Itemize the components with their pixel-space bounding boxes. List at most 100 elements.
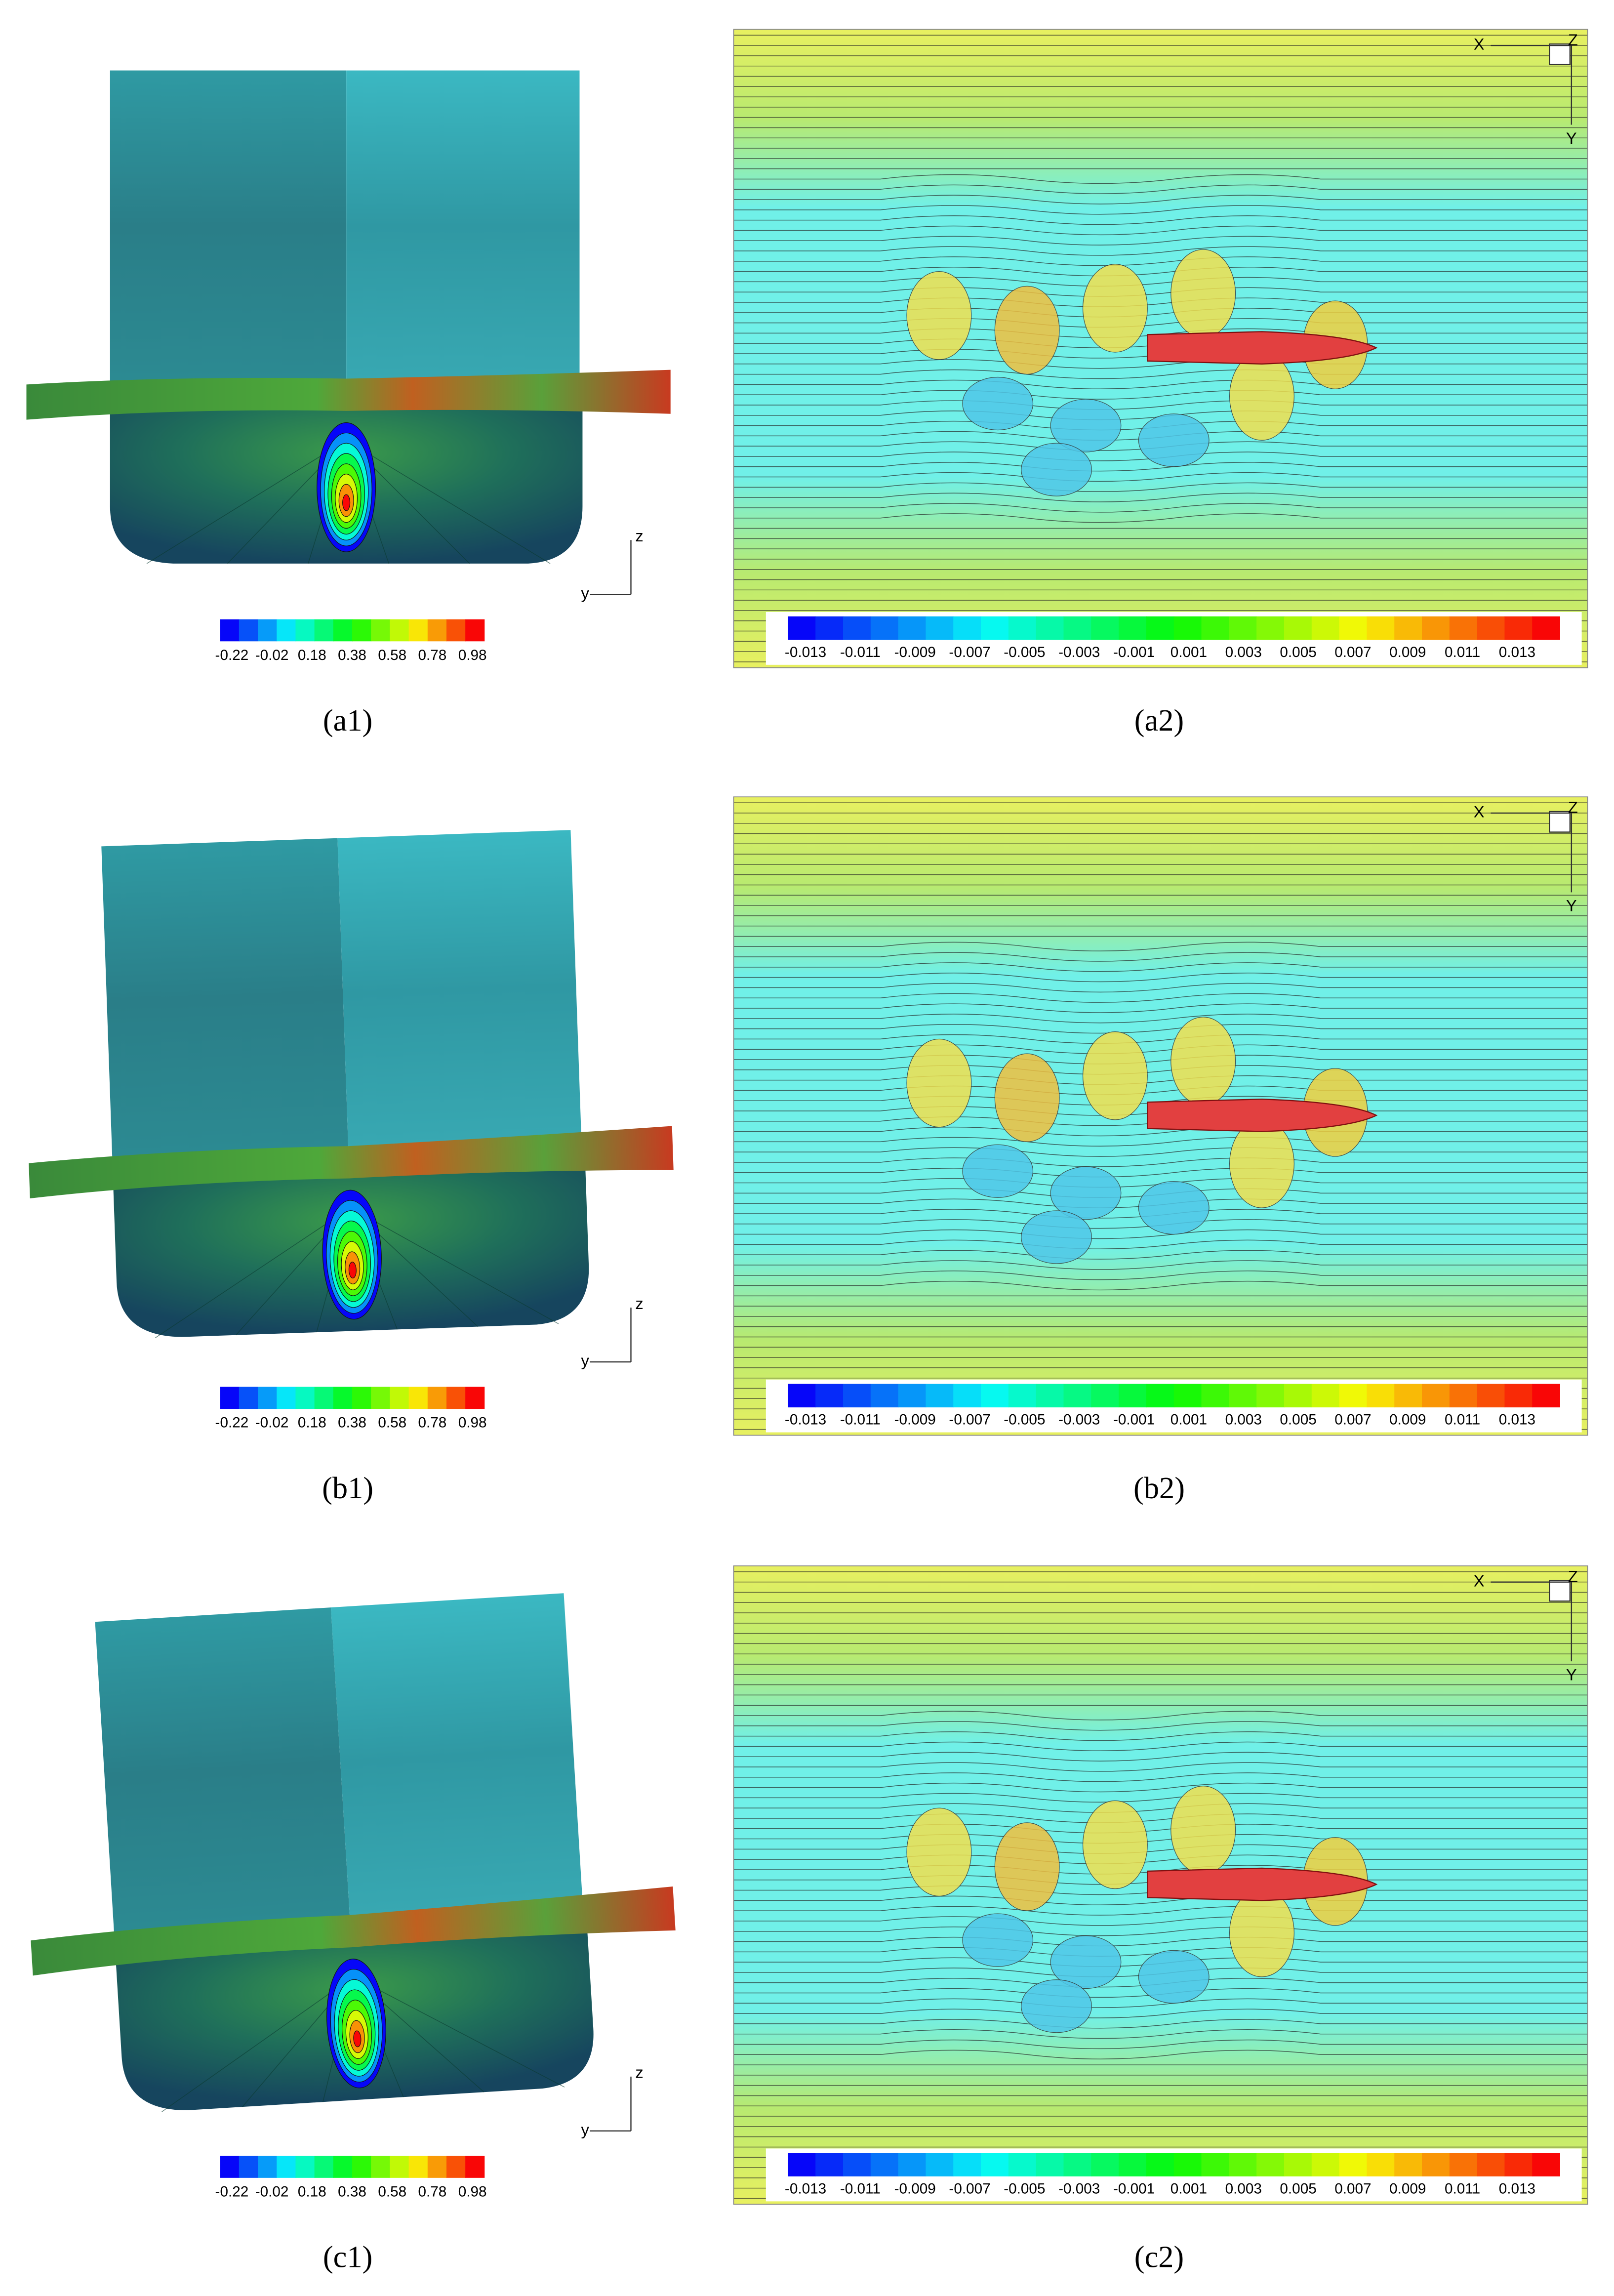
panel-frame: [733, 796, 1588, 1436]
colorbar-segment: [1339, 2153, 1368, 2176]
colorbar-segment: [333, 1387, 353, 1409]
colorbar-label: -0.009: [894, 2180, 936, 2197]
wave-crest: [994, 286, 1060, 375]
colorbar-label: 0.18: [298, 647, 326, 663]
colorbar-label: -0.003: [1058, 1412, 1100, 1428]
axis-label: Z: [1568, 798, 1578, 817]
contour-line: [733, 205, 1588, 215]
colorbar-segment: [1339, 1384, 1368, 1408]
colorbar-label: 0.007: [1334, 644, 1371, 660]
colorbar-label: -0.013: [785, 1412, 826, 1428]
wave-trough: [1050, 1935, 1122, 1989]
colorbar-label: 0.78: [418, 1415, 447, 1431]
hull-view: [31, 1593, 676, 2112]
colorbar-segment: [1367, 2153, 1395, 2176]
colorbar-label: -0.001: [1113, 2180, 1155, 2197]
contour-line: [733, 2019, 1588, 2029]
contour-line: [733, 952, 1588, 962]
contour-line: [733, 1998, 1588, 2008]
axis-label: Y: [1566, 1665, 1577, 1683]
colorbar-label: 0.013: [1499, 644, 1535, 660]
colorbar-segment: [220, 1387, 240, 1409]
contour-line: [733, 942, 1588, 951]
colorbar-segment: [1119, 616, 1147, 640]
colorbar-label: 0.005: [1280, 1412, 1316, 1428]
wave-contours: [733, 802, 1588, 1430]
waterline: [29, 1126, 674, 1198]
contour-line: [733, 492, 1588, 502]
hull-view: [29, 830, 674, 1339]
colorbar-label: 0.009: [1389, 644, 1426, 660]
colorbar-label: 0.001: [1170, 1412, 1207, 1428]
colorbar-label: -0.013: [785, 644, 826, 660]
colorbar-label: 0.013: [1499, 1412, 1535, 1428]
hull-upper-right: [346, 70, 580, 382]
colorbar-segment: [926, 2153, 954, 2176]
hull-body: [1147, 331, 1378, 365]
colorbar-label: -0.005: [1004, 2180, 1045, 2197]
colorbar-segment: [1532, 616, 1560, 640]
contour-line: [733, 962, 1588, 972]
contour-line: [733, 1003, 1588, 1013]
axis-label: Z: [1568, 1567, 1578, 1585]
colorbar-label: 0.009: [1389, 2180, 1426, 2197]
panel-caption: (a1): [323, 703, 372, 738]
colorbar-segment: [1394, 616, 1422, 640]
colorbar-label: 0.005: [1280, 644, 1316, 660]
contour-line: [733, 256, 1588, 266]
wave-crest: [994, 1053, 1060, 1142]
colorbar-segment: [314, 619, 334, 642]
colorbar-segment: [408, 2156, 428, 2178]
colorbar-label: -0.001: [1113, 644, 1155, 660]
colorbar-label: -0.009: [894, 1412, 936, 1428]
colorbar-segment: [926, 616, 954, 640]
contour-line: [733, 2029, 1588, 2039]
wave-contours: [733, 1571, 1588, 2199]
axis-box: [1549, 43, 1571, 65]
contour-line: [733, 1782, 1588, 1793]
colorbar-segment: [1173, 2153, 1202, 2176]
colorbar-segment: [1504, 616, 1533, 640]
colorbar-label: 0.001: [1170, 644, 1207, 660]
wave-crest: [1082, 264, 1148, 353]
colorbar-label: -0.22: [215, 1415, 249, 1431]
colorbar-segment: [926, 1384, 954, 1408]
colorbar-segment: [1146, 616, 1174, 640]
panel-caption: (c1): [323, 2240, 372, 2274]
contour-line: [733, 195, 1588, 205]
colorbar-label: 0.98: [458, 2183, 487, 2200]
contour-line: [733, 513, 1588, 523]
contour-line: [733, 1209, 1588, 1219]
colorbar-label: -0.009: [894, 644, 936, 660]
colorbar-segment: [352, 619, 372, 642]
colorbar-segment: [390, 2156, 409, 2178]
wave-trough: [1050, 399, 1122, 452]
hull-upper-right: [337, 830, 582, 1149]
axis-label: Y: [1566, 897, 1577, 915]
wave-crest: [1082, 1800, 1148, 1889]
contour-line: [733, 1280, 1588, 1291]
contour-line: [161, 1976, 354, 2112]
axis-label: Z: [1568, 31, 1578, 49]
colorbar-segment: [220, 2156, 240, 2178]
colorbar-segment: [446, 2156, 466, 2178]
colorbar-label: 0.98: [458, 1415, 487, 1431]
contour-line: [733, 1024, 1588, 1034]
colorbar-segment: [239, 2156, 258, 2178]
contour-line: [733, 1250, 1588, 1260]
colorbar-label: 0.013: [1499, 2180, 1535, 2197]
panel: z y -0.22 -0.02 0.18 0.38 0.58 0.78 0.98 (a1): [26, 70, 671, 738]
colorbar-label: -0.005: [1004, 644, 1045, 660]
colorbar-segment: [1201, 1384, 1230, 1408]
colorbar-segment: [295, 1387, 315, 1409]
colorbar-segment: [408, 619, 428, 642]
colorbar-segment: [390, 1387, 409, 1409]
colorbar-label: -0.005: [1004, 1412, 1045, 1428]
colorbar-segment: [815, 616, 844, 640]
pressure-contour: [353, 2030, 362, 2048]
axis-label: X: [1474, 35, 1485, 53]
colorbar-segment: [815, 2153, 844, 2176]
colorbar-segment: [277, 619, 296, 642]
contour-line: [733, 1762, 1588, 1772]
colorbar-segment: [258, 2156, 278, 2178]
